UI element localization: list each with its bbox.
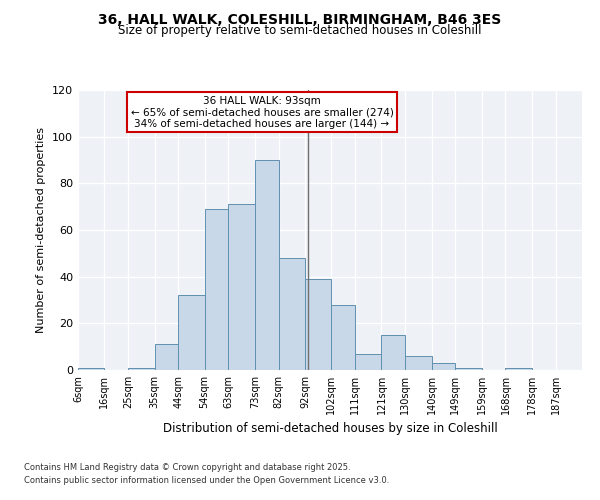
Text: Size of property relative to semi-detached houses in Coleshill: Size of property relative to semi-detach… xyxy=(118,24,482,37)
X-axis label: Distribution of semi-detached houses by size in Coleshill: Distribution of semi-detached houses by … xyxy=(163,422,497,436)
Text: 36, HALL WALK, COLESHILL, BIRMINGHAM, B46 3ES: 36, HALL WALK, COLESHILL, BIRMINGHAM, B4… xyxy=(98,12,502,26)
Bar xyxy=(178,296,205,370)
Bar xyxy=(405,356,431,370)
Bar xyxy=(278,258,305,370)
Bar xyxy=(382,335,405,370)
Bar xyxy=(355,354,382,370)
Text: Contains HM Land Registry data © Crown copyright and database right 2025.: Contains HM Land Registry data © Crown c… xyxy=(24,464,350,472)
Bar xyxy=(205,209,229,370)
Bar xyxy=(505,368,532,370)
Bar xyxy=(78,368,104,370)
Text: Contains public sector information licensed under the Open Government Licence v3: Contains public sector information licen… xyxy=(24,476,389,485)
Bar xyxy=(305,279,331,370)
Bar xyxy=(128,368,155,370)
Bar xyxy=(229,204,255,370)
Bar xyxy=(255,160,278,370)
Bar xyxy=(331,304,355,370)
Text: 36 HALL WALK: 93sqm
← 65% of semi-detached houses are smaller (274)
34% of semi-: 36 HALL WALK: 93sqm ← 65% of semi-detach… xyxy=(131,96,394,129)
Y-axis label: Number of semi-detached properties: Number of semi-detached properties xyxy=(37,127,46,333)
Bar xyxy=(155,344,178,370)
Bar xyxy=(455,368,482,370)
Bar xyxy=(431,363,455,370)
